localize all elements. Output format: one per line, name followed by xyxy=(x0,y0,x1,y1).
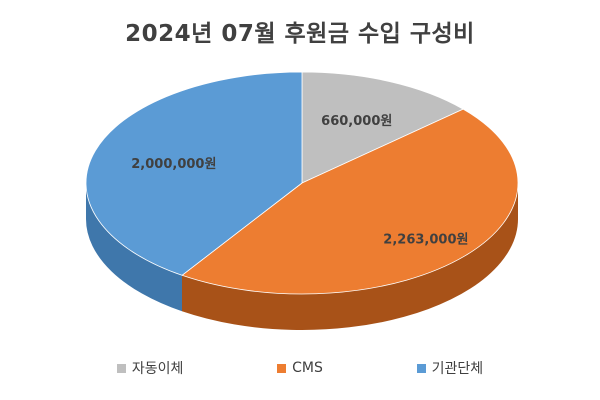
pie-slice-institution xyxy=(85,71,303,276)
legend-label: 기관단체 xyxy=(431,361,484,377)
data-label-institution: 2,000,000원 xyxy=(131,157,216,172)
pie-slice-cms xyxy=(181,108,519,295)
legend-label: 자동이체 xyxy=(131,361,184,377)
pie-side-institution xyxy=(86,183,183,312)
pie-side-cms xyxy=(182,183,518,330)
pie-slice-auto-transfer xyxy=(301,71,465,184)
legend-swatch-institution xyxy=(416,363,426,373)
legend-swatch-cms xyxy=(277,363,287,373)
legend-item-institution: 기관단체 xyxy=(416,358,484,378)
data-label-cms: 2,263,000원 xyxy=(383,232,468,247)
legend: 자동이체 CMS 기관단체 xyxy=(0,358,600,378)
data-label-auto-transfer: 660,000원 xyxy=(321,114,392,129)
legend-item-auto-transfer: 자동이체 xyxy=(116,358,184,378)
legend-swatch-auto-transfer xyxy=(116,363,126,373)
chart-title: 2024년 07월 후원금 수입 구성비 xyxy=(125,21,475,47)
legend-label: CMS xyxy=(292,360,323,376)
legend-item-cms: CMS xyxy=(277,358,323,378)
